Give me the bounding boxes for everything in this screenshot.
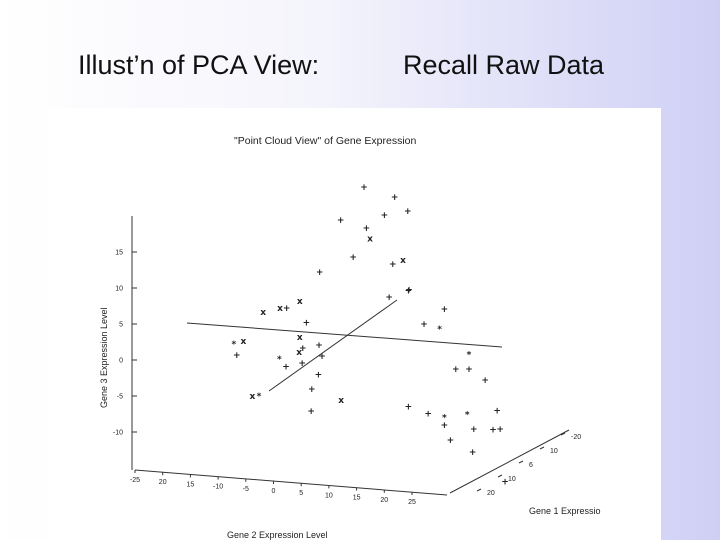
data-point: + — [315, 341, 323, 351]
data-point: * — [277, 355, 282, 365]
data-point: + — [493, 406, 501, 416]
data-point: + — [489, 426, 497, 436]
x-tick-label: -5 — [243, 486, 249, 493]
data-point: + — [308, 385, 316, 395]
y-tick-mark — [476, 488, 482, 492]
point-cloud-figure: "Point Cloud View" of Gene Expression 15… — [47, 108, 661, 540]
data-point: x — [400, 256, 406, 266]
x-tick-label: 10 — [325, 492, 333, 499]
chart-title: "Point Cloud View" of Gene Expression — [234, 135, 417, 147]
x-tick-label: 5 — [299, 490, 303, 497]
axis-frame — [131, 216, 570, 496]
y-tick-label: 6 — [529, 462, 533, 469]
y-tick-label: -20 — [571, 434, 581, 441]
data-point: + — [501, 478, 509, 488]
x-tick-label: 20 — [380, 497, 388, 504]
y-tick-label: 20 — [487, 490, 495, 497]
data-point: + — [307, 407, 315, 417]
data-point: + — [318, 352, 326, 362]
data-point: x — [367, 234, 373, 244]
data-point: + — [389, 260, 397, 270]
x-tick-label: 20 — [159, 479, 167, 486]
point-cloud-chart: "Point Cloud View" of Gene Expression 15… — [99, 135, 601, 540]
data-point: * — [467, 350, 472, 360]
y-axis-label: Gene 1 Expressio — [529, 506, 601, 516]
y-tick-mark — [497, 474, 503, 478]
data-point: + — [496, 425, 504, 435]
slide-title-right: Recall Raw Data — [403, 50, 605, 80]
data-point: * — [257, 392, 262, 402]
data-point: + — [404, 207, 412, 217]
data-point: + — [441, 305, 449, 315]
data-point: + — [337, 216, 345, 226]
data-point: x — [297, 297, 303, 307]
data-point: * — [465, 410, 470, 420]
data-point: + — [316, 268, 324, 278]
data-point: * — [442, 414, 447, 424]
data-point: + — [405, 286, 413, 296]
data-point: x — [296, 348, 302, 358]
data-point: + — [452, 365, 460, 375]
z-axis-ticks: 15 10 5 0 -5 -10 — [113, 250, 137, 437]
data-point: * — [437, 325, 442, 335]
data-point: x — [338, 396, 344, 406]
data-point: + — [481, 376, 489, 386]
horizontal-reference-line — [186, 322, 503, 348]
x-tick-label: 15 — [187, 481, 195, 488]
z-tick-label: -10 — [113, 430, 123, 437]
y-tick-label: 10 — [508, 476, 516, 483]
slide-title-left: Illust’n of PCA View: — [78, 50, 320, 80]
data-point: x — [277, 304, 283, 314]
data-point: + — [405, 286, 413, 296]
data-point: + — [349, 253, 357, 263]
data-point: x — [240, 337, 246, 347]
x-axis-line — [134, 469, 448, 496]
data-point: + — [363, 224, 371, 234]
data-point: * — [231, 340, 236, 350]
data-point: + — [303, 318, 311, 328]
z-tick-label: 10 — [115, 286, 123, 293]
z-axis-label: Gene 3 Expression Level — [99, 307, 109, 408]
data-point: + — [405, 402, 413, 412]
x-tick-label: 0 — [272, 488, 276, 495]
y-tick-label: 10 — [550, 448, 558, 455]
data-point: x — [297, 333, 303, 343]
data-point: + — [315, 370, 323, 380]
diagonal-reference-line — [268, 299, 398, 392]
data-point: + — [420, 320, 428, 330]
data-point: + — [470, 425, 478, 435]
data-point: + — [283, 304, 291, 314]
data-point: + — [385, 293, 393, 303]
data-point: + — [441, 421, 449, 431]
z-tick-label: 0 — [119, 358, 123, 365]
data-point: x — [260, 308, 266, 318]
data-point: + — [469, 448, 477, 458]
z-tick-label: 5 — [119, 322, 123, 329]
data-point: + — [282, 362, 290, 372]
data-point: x — [249, 392, 255, 402]
z-tick-label: 15 — [115, 250, 123, 257]
y-axis-line — [449, 429, 570, 494]
data-point: + — [424, 410, 432, 420]
data-point: + — [299, 344, 307, 354]
x-axis-ticks: -25 20 15 -10 -5 0 5 10 15 20 25 — [130, 470, 416, 506]
data-point: + — [391, 193, 399, 203]
data-point: + — [381, 211, 389, 221]
data-point: + — [233, 351, 241, 361]
data-point: + — [465, 365, 473, 375]
y-tick-mark — [539, 446, 545, 450]
x-tick-label: -10 — [213, 484, 223, 491]
z-tick-label: -5 — [117, 394, 123, 401]
data-point: + — [447, 436, 455, 446]
y-tick-mark — [560, 432, 566, 436]
data-point: + — [360, 183, 368, 193]
x-tick-label: -25 — [130, 477, 140, 484]
y-tick-mark — [518, 460, 524, 464]
x-axis-label: Gene 2 Expression Level — [227, 530, 328, 540]
data-points: +++++ +x+++++++x++ ++++++++++++*** *+x xx+++… — [231, 183, 508, 487]
data-point: + — [298, 359, 306, 369]
x-tick-label: 25 — [408, 499, 416, 506]
x-tick-label: 15 — [353, 495, 361, 502]
y-axis-ticks: -20 10 6 10 20 — [476, 432, 581, 497]
